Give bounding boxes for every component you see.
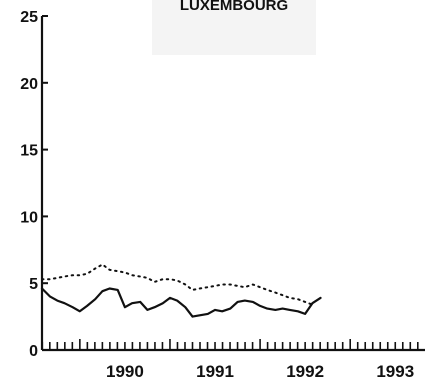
y-tick-label: 25 — [20, 9, 38, 26]
series-line-solid — [40, 287, 322, 318]
series-line-dotted — [41, 263, 314, 306]
title-background — [152, 0, 316, 55]
y-tick-label: 0 — [29, 343, 38, 360]
x-tick-label: 1990 — [106, 362, 144, 381]
y-tick-label: 10 — [20, 209, 38, 226]
chart-title: LUXEMBOURG — [180, 0, 288, 14]
y-tick-label: 5 — [29, 276, 38, 293]
y-tick-label: 15 — [20, 143, 38, 160]
x-tick-label: 1992 — [286, 362, 324, 381]
y-tick-label: 20 — [20, 76, 38, 93]
x-tick-label: 1991 — [196, 362, 234, 381]
x-tick-label: 1993 — [376, 362, 414, 381]
axes: 0 5 10 15 20 25 1990 1991 1992 1993 — [20, 9, 425, 381]
series-layer — [40, 263, 322, 318]
